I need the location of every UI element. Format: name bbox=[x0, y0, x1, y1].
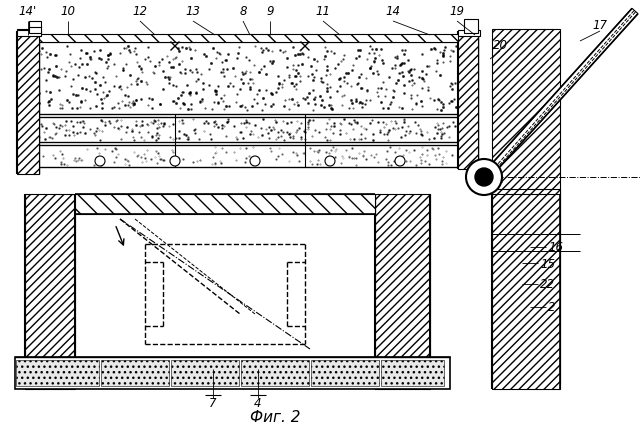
Text: 15: 15 bbox=[540, 257, 555, 270]
Bar bbox=[171, 360, 239, 386]
Circle shape bbox=[250, 157, 260, 167]
Text: 8: 8 bbox=[239, 5, 247, 18]
Text: 4: 4 bbox=[254, 396, 262, 409]
Bar bbox=[458, 31, 480, 37]
Bar bbox=[17, 30, 39, 174]
Circle shape bbox=[95, 157, 105, 167]
Circle shape bbox=[325, 157, 335, 167]
Bar bbox=[15, 357, 450, 389]
Bar bbox=[464, 20, 478, 34]
Bar bbox=[381, 360, 444, 386]
Text: 13: 13 bbox=[186, 5, 200, 18]
Text: 14': 14' bbox=[19, 5, 37, 18]
Circle shape bbox=[395, 157, 405, 167]
Text: 2: 2 bbox=[548, 301, 556, 314]
Bar bbox=[101, 360, 169, 386]
Text: 20: 20 bbox=[493, 39, 508, 52]
Text: 19: 19 bbox=[449, 5, 465, 18]
Text: Фиг. 2: Фиг. 2 bbox=[250, 409, 300, 424]
Bar bbox=[27, 43, 460, 115]
Bar bbox=[27, 35, 460, 43]
Bar bbox=[492, 194, 560, 389]
Text: 9: 9 bbox=[266, 5, 274, 18]
Bar bbox=[27, 146, 460, 168]
Bar bbox=[25, 194, 75, 389]
Text: 22: 22 bbox=[540, 278, 555, 291]
Bar bbox=[17, 31, 41, 37]
Text: 11: 11 bbox=[316, 5, 330, 18]
Circle shape bbox=[475, 169, 493, 187]
Bar bbox=[311, 360, 379, 386]
Text: 7: 7 bbox=[209, 396, 217, 409]
Text: 16: 16 bbox=[548, 241, 563, 254]
Bar bbox=[27, 118, 460, 143]
Text: 14: 14 bbox=[385, 5, 401, 18]
Circle shape bbox=[466, 160, 502, 196]
Bar bbox=[375, 194, 430, 389]
Polygon shape bbox=[493, 9, 638, 168]
Bar bbox=[29, 22, 41, 34]
Bar bbox=[16, 360, 99, 386]
Text: 17: 17 bbox=[593, 19, 607, 32]
Circle shape bbox=[170, 157, 180, 167]
Bar bbox=[492, 30, 560, 194]
Text: 10: 10 bbox=[61, 5, 76, 18]
Bar bbox=[75, 194, 375, 214]
Bar bbox=[458, 32, 478, 170]
Bar bbox=[241, 360, 309, 386]
Bar bbox=[492, 190, 560, 384]
Text: 12: 12 bbox=[132, 5, 147, 18]
